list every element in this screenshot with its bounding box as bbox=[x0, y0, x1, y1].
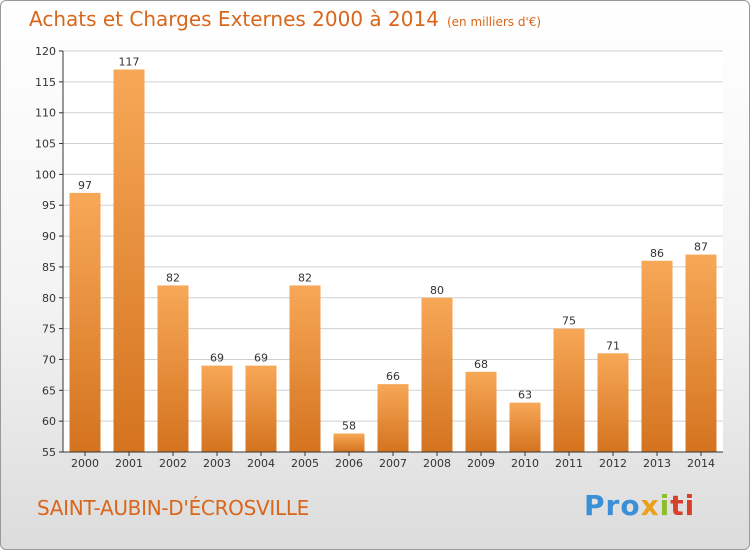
y-tick-label: 90 bbox=[42, 230, 56, 243]
data-label: 75 bbox=[562, 315, 576, 328]
data-label: 69 bbox=[254, 352, 268, 365]
data-label: 82 bbox=[298, 271, 312, 284]
y-tick-label: 115 bbox=[35, 76, 56, 89]
data-label: 97 bbox=[78, 179, 92, 192]
chart-title-text: Achats et Charges Externes 2000 à 2014 bbox=[29, 7, 439, 31]
y-tick-label: 85 bbox=[42, 261, 56, 274]
logo-part-1: Pro bbox=[584, 489, 641, 522]
logo-part-3: i bbox=[659, 489, 671, 522]
data-label: 66 bbox=[386, 370, 400, 383]
logo-part-4: ti bbox=[670, 489, 696, 522]
logo-part-2: x bbox=[640, 489, 660, 522]
chart-subtitle: (en milliers d'€) bbox=[446, 15, 542, 29]
x-tick-label: 2000 bbox=[71, 457, 99, 470]
bar bbox=[597, 353, 629, 452]
y-tick-label: 105 bbox=[35, 138, 56, 151]
bar bbox=[509, 402, 541, 452]
x-tick-label: 2001 bbox=[115, 457, 143, 470]
y-tick-label: 60 bbox=[42, 415, 56, 428]
x-tick-label: 2014 bbox=[687, 457, 715, 470]
data-label: 80 bbox=[430, 284, 444, 297]
x-tick-label: 2005 bbox=[291, 457, 319, 470]
bar bbox=[289, 285, 321, 452]
y-tick-label: 65 bbox=[42, 384, 56, 397]
x-tick-label: 2002 bbox=[159, 457, 187, 470]
bar bbox=[641, 260, 673, 452]
data-label: 87 bbox=[694, 241, 708, 254]
bar bbox=[201, 365, 233, 452]
chart-title: Achats et Charges Externes 2000 à 2014 (e… bbox=[29, 7, 541, 31]
data-label: 58 bbox=[342, 419, 356, 432]
bar bbox=[113, 69, 145, 452]
bar bbox=[69, 192, 101, 452]
data-label: 69 bbox=[210, 352, 224, 365]
y-tick-label: 55 bbox=[42, 446, 56, 459]
x-tick-label: 2009 bbox=[467, 457, 495, 470]
y-tick-label: 95 bbox=[42, 199, 56, 212]
x-tick-label: 2006 bbox=[335, 457, 363, 470]
x-tick-label: 2013 bbox=[643, 457, 671, 470]
city-name: SAINT-AUBIN-D'ÉCROSVILLE bbox=[37, 496, 310, 520]
x-tick-label: 2011 bbox=[555, 457, 583, 470]
x-tick-label: 2012 bbox=[599, 457, 627, 470]
data-label: 82 bbox=[166, 271, 180, 284]
x-tick-label: 2003 bbox=[203, 457, 231, 470]
y-tick-label: 80 bbox=[42, 292, 56, 305]
y-tick-label: 110 bbox=[35, 107, 56, 120]
y-tick-label: 75 bbox=[42, 323, 56, 336]
y-tick-label: 70 bbox=[42, 353, 56, 366]
y-tick-label: 100 bbox=[35, 168, 56, 181]
data-label: 63 bbox=[518, 389, 532, 402]
bar bbox=[377, 384, 409, 452]
y-tick-label: 120 bbox=[35, 45, 56, 58]
bar bbox=[421, 297, 453, 452]
bar bbox=[465, 371, 497, 452]
bar bbox=[157, 285, 189, 452]
data-label: 68 bbox=[474, 358, 488, 371]
bar bbox=[553, 328, 585, 452]
bar bbox=[245, 365, 277, 452]
data-label: 71 bbox=[606, 339, 620, 352]
data-label: 86 bbox=[650, 247, 664, 260]
x-tick-label: 2010 bbox=[511, 457, 539, 470]
x-tick-label: 2007 bbox=[379, 457, 407, 470]
x-tick-label: 2004 bbox=[247, 457, 275, 470]
x-tick-label: 2008 bbox=[423, 457, 451, 470]
data-label: 117 bbox=[119, 56, 140, 69]
proxiti-logo: Proxiti bbox=[584, 489, 695, 522]
bar bbox=[333, 433, 365, 452]
bar bbox=[685, 254, 717, 452]
